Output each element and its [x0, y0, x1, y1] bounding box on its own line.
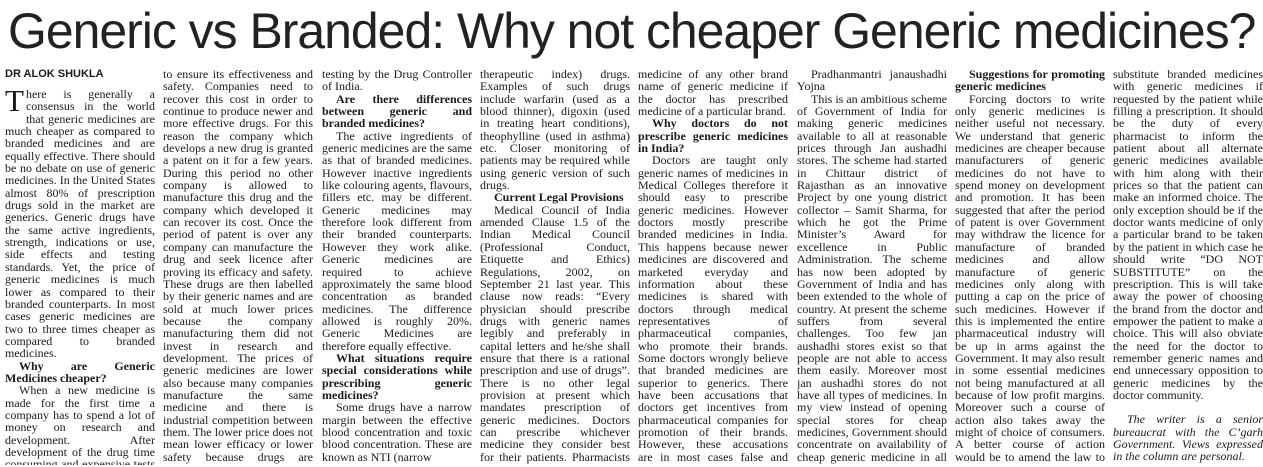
paragraph: to ensure its effectiveness and safety. … [163, 68, 313, 465]
byline: DR ALOK SHUKLA [5, 68, 104, 80]
text-column: therapeutic index) drugs. Examples of su… [480, 68, 630, 465]
paragraph: therapeutic index) drugs. Examples of su… [480, 68, 630, 193]
text-column: testing by the Drug Controller of India.… [322, 68, 472, 465]
paragraph: There is generally a consensus in the wo… [5, 83, 155, 361]
text-column: substitute branded medicines with generi… [1113, 68, 1263, 465]
subheading: Why are Generic Medicines cheaper? [5, 358, 155, 385]
author-note: The writer is a senior bureaucrat with t… [1113, 412, 1263, 464]
headline: Generic vs Branded: Why not cheaper Gene… [8, 3, 1256, 59]
paragraph: When a new medicine is made for the firs… [5, 383, 155, 465]
paragraph: testing by the Drug Controller of India. [322, 68, 472, 94]
subheading: Why doctors do not prescribe generic med… [638, 116, 788, 156]
paragraph: Some drugs have a narrow margin between … [322, 400, 472, 464]
paragraph: substitute branded medicines with generi… [1113, 68, 1263, 402]
text-column: Suggestions for promoting generic medici… [955, 68, 1105, 465]
subheading: Are there differences between generic an… [322, 91, 472, 131]
subheading: Suggestions for promoting generic medici… [955, 68, 1105, 94]
text-column: Pradhanmantri janaushadhi Yojna This is a… [797, 68, 947, 465]
section-heading: Pradhanmantri janaushadhi Yojna [797, 68, 947, 94]
paragraph: Forcing doctors to write only generic me… [955, 91, 1105, 465]
paragraph: medicine of any other brand name of gene… [638, 68, 788, 119]
subheading: Current Legal Provisions [494, 190, 624, 205]
text-column: medicine of any other brand name of gene… [638, 68, 788, 465]
paragraph: Medical Council of India amended Clause … [480, 202, 630, 465]
paragraph: The active ingredients of generic medici… [322, 128, 472, 353]
paragraph: This is an ambitious scheme of Governmen… [797, 91, 947, 465]
text-column: DR ALOK SHUKLA There is generally a conse… [5, 68, 155, 465]
subheading: What situations require special consider… [322, 350, 472, 402]
paragraph: Doctors are taught only generic names of… [638, 153, 788, 465]
text-column: to ensure its effectiveness and safety. … [163, 68, 313, 465]
